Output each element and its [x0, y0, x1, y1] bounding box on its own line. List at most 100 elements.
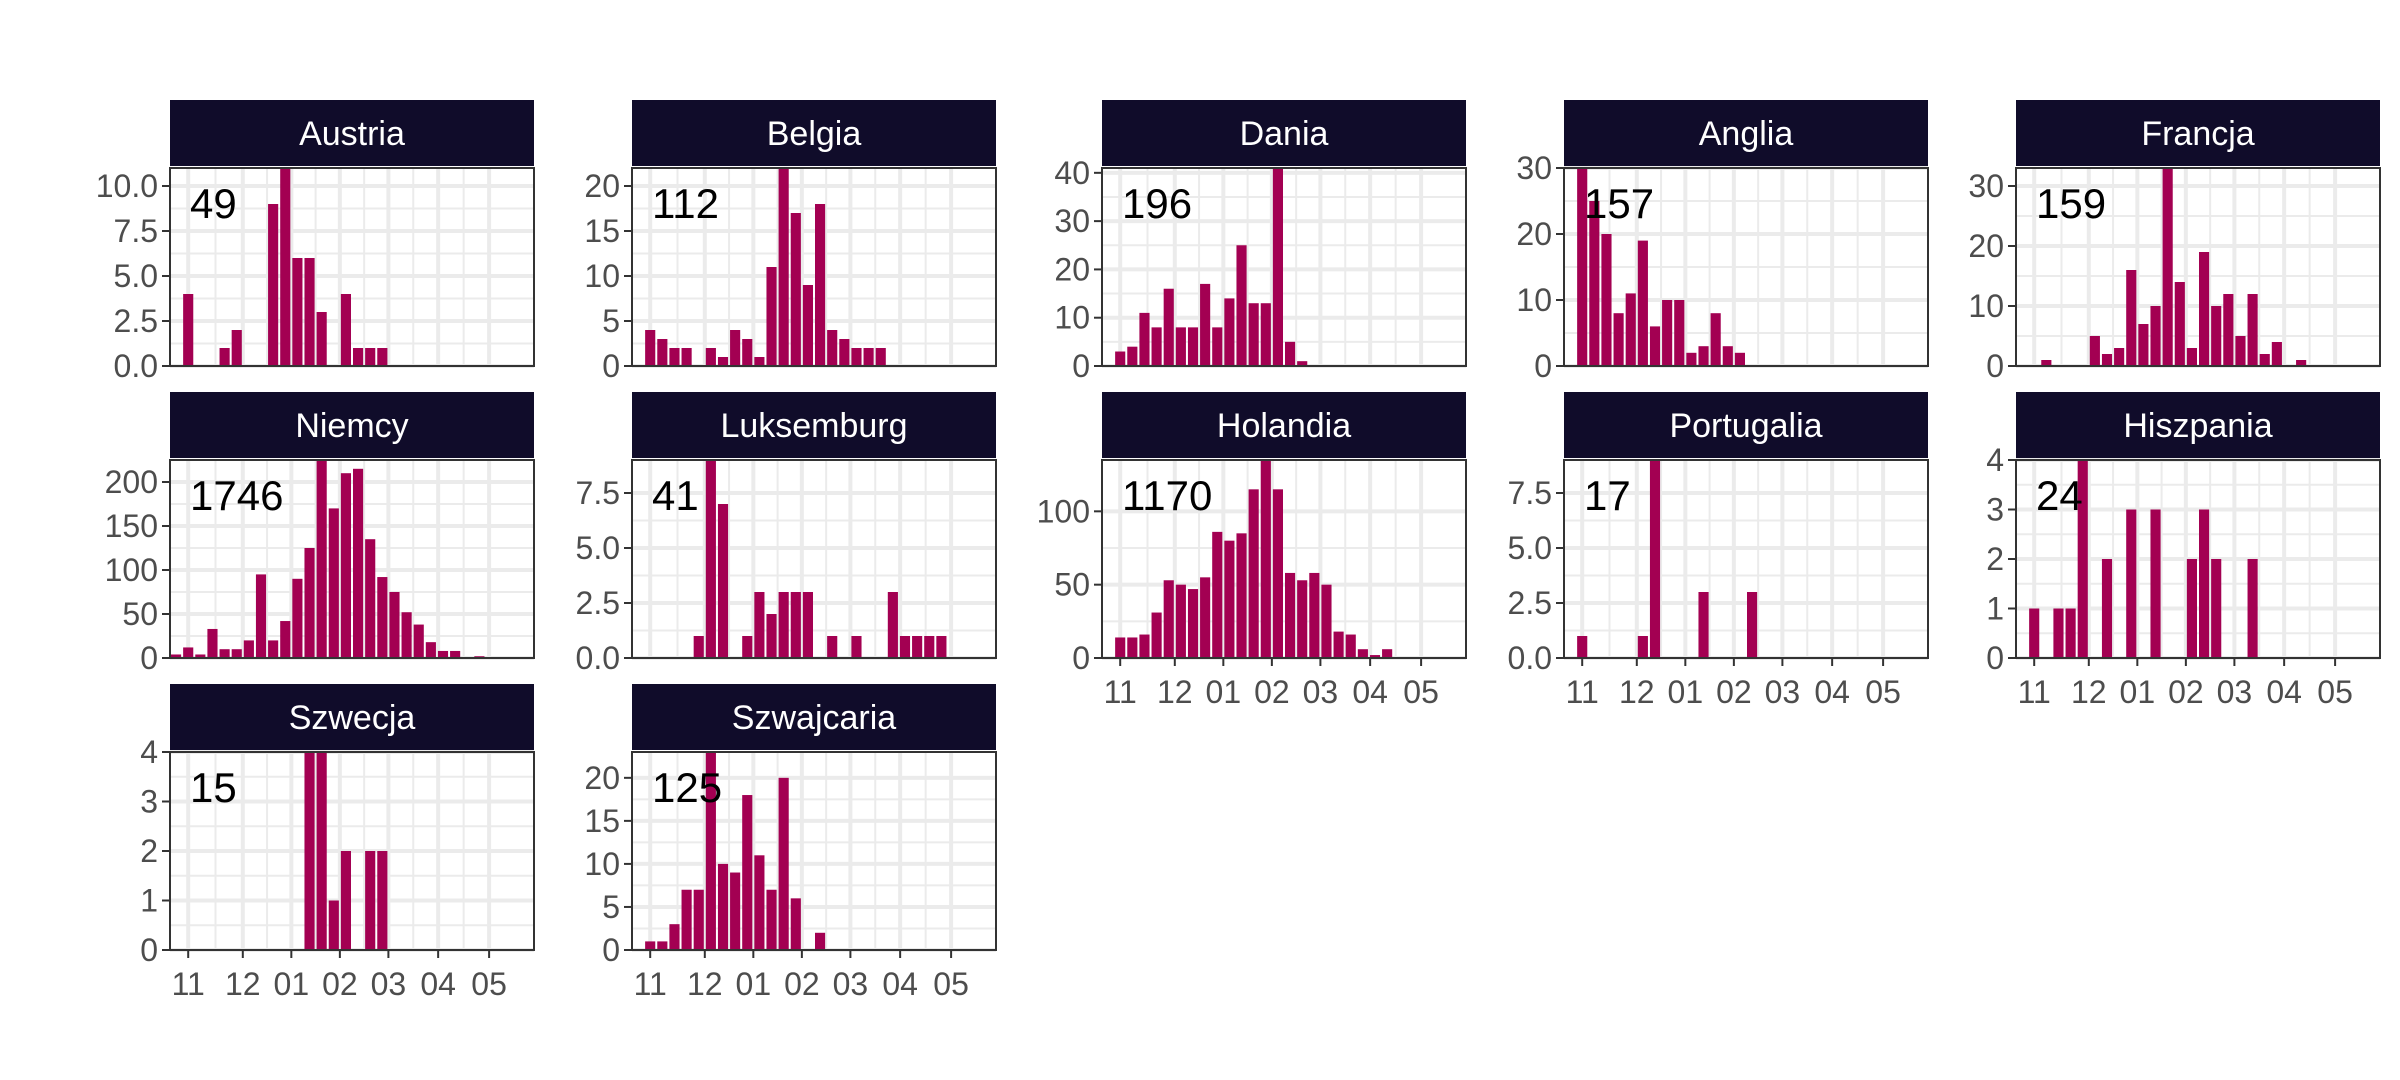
bar	[413, 624, 424, 658]
bar	[778, 592, 789, 658]
panel-belgia: Belgia 112 0 5 10 15 20	[584, 100, 997, 384]
x-tick-label: 04	[882, 966, 918, 1002]
bar	[2223, 294, 2234, 366]
y-tick-label: 0.0	[576, 640, 620, 676]
y-tick-label: 0	[602, 348, 620, 384]
y-tick-label: 10	[1054, 300, 1090, 336]
bar	[742, 636, 753, 658]
bar	[1248, 303, 1259, 366]
y-tick-label: 5	[602, 303, 620, 339]
bar	[766, 614, 777, 658]
bar	[1613, 313, 1624, 366]
x-tick-label: 11	[2018, 674, 2051, 710]
bar	[1686, 352, 1697, 366]
bar	[924, 636, 935, 658]
y-tick-label: 1	[1986, 591, 2004, 627]
bar	[2162, 168, 2173, 366]
bar	[2089, 336, 2100, 366]
y-tick-label: 0.0	[114, 348, 158, 384]
x-tick-label: 01	[1668, 674, 1704, 710]
panel-total-label: 24	[2036, 472, 2083, 519]
bar	[1200, 283, 1211, 366]
bar	[183, 294, 194, 366]
panel-frame	[631, 751, 997, 951]
bar	[2199, 509, 2210, 658]
y-tick-label: 0	[1534, 348, 1552, 384]
y-tick-label: 2.5	[576, 585, 620, 621]
bar	[340, 473, 351, 658]
bar	[280, 168, 291, 366]
y-tick-label: 3	[140, 784, 158, 820]
x-tick-label: 03	[2217, 674, 2253, 710]
bar	[851, 348, 862, 366]
y-tick-label: 4	[1986, 442, 2004, 478]
panel-background	[170, 460, 534, 658]
y-tick-label: 5.0	[1508, 530, 1552, 566]
bar	[1649, 326, 1661, 366]
y-tick-label: 20	[584, 168, 620, 204]
y-tick-label: 100	[1037, 493, 1090, 529]
y-tick-label: 2	[1986, 541, 2004, 577]
y-tick-label: 0	[140, 932, 158, 968]
y-tick-label: 50	[122, 596, 158, 632]
bar	[1139, 312, 1150, 366]
bar	[730, 330, 741, 366]
bar	[1734, 352, 1745, 366]
bar	[790, 213, 801, 366]
bar	[340, 294, 351, 366]
bar	[2174, 282, 2185, 366]
y-tick-label: 5.0	[114, 258, 158, 294]
x-tick-label: 05	[933, 966, 969, 1002]
y-tick-label: 40	[1054, 155, 1090, 191]
bar	[195, 654, 206, 658]
panel-title: Francja	[2141, 115, 2254, 153]
bar	[365, 539, 376, 658]
panel-strip	[1564, 392, 1928, 458]
bar	[1151, 327, 1162, 366]
bar	[2126, 270, 2137, 366]
panel-background	[632, 168, 996, 366]
panel-frame	[1101, 167, 1467, 367]
y-tick-label: 200	[105, 464, 158, 500]
panel-strip	[1102, 100, 1466, 166]
panel-title: Dania	[1240, 115, 1329, 153]
bar	[1710, 313, 1721, 366]
panel-frame	[2015, 167, 2381, 367]
panel-background	[170, 168, 534, 366]
y-tick-label: 50	[1054, 567, 1090, 603]
panel-frame	[631, 459, 997, 659]
bar	[2114, 348, 2125, 366]
bar	[425, 642, 436, 658]
bar	[863, 348, 874, 366]
bar	[1285, 572, 1296, 658]
panel-strip	[1102, 392, 1466, 458]
panel-niemcy: Niemcy 1746 0 50 100 150 200	[105, 392, 535, 676]
bar	[742, 339, 753, 366]
y-tick-label: 7.5	[1508, 475, 1552, 511]
bar	[1236, 245, 1247, 366]
bar	[1722, 346, 1733, 366]
y-tick-label: 5.0	[576, 530, 620, 566]
y-tick-label: 0.0	[1508, 640, 1552, 676]
panel-total-label: 17	[1584, 472, 1631, 519]
bar	[693, 636, 704, 658]
x-tick-label: 12	[687, 966, 723, 1002]
bar	[669, 348, 680, 366]
bar	[171, 654, 182, 658]
bar	[2138, 324, 2149, 366]
bar	[1637, 240, 1648, 366]
x-tick-label: 04	[2266, 674, 2302, 710]
bar	[1577, 636, 1588, 658]
bar	[1175, 327, 1186, 366]
bar	[754, 855, 765, 950]
bar	[766, 889, 777, 950]
bar	[1115, 637, 1126, 658]
panel-total-label: 125	[652, 764, 722, 811]
x-tick-label: 01	[736, 966, 772, 1002]
bar	[304, 258, 315, 366]
bar	[1260, 460, 1271, 658]
bar	[815, 932, 826, 950]
bar	[681, 348, 692, 366]
